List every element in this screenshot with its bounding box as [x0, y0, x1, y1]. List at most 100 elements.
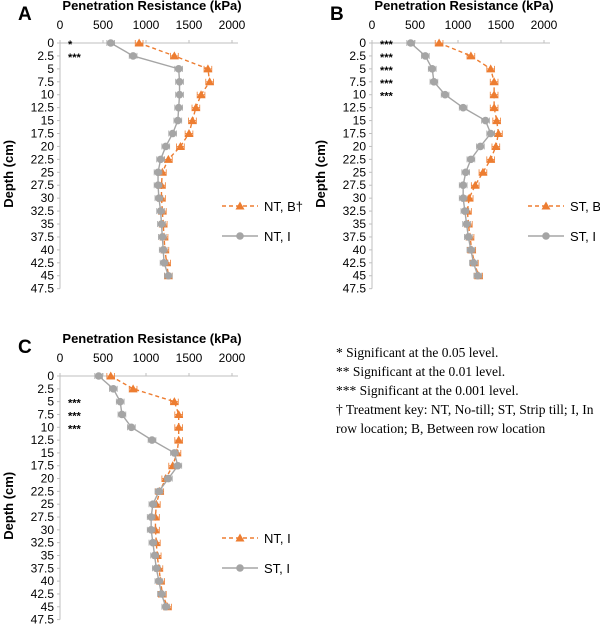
y-tick-label: 32.5: [31, 204, 55, 218]
significance-mark: ***: [380, 78, 394, 90]
y-tick-label: 17.5: [31, 127, 55, 141]
y-tick-label: 22.5: [31, 484, 55, 498]
y-tick-label: 2.5: [37, 382, 54, 396]
y-tick-label: 17.5: [343, 127, 367, 141]
y-tick-label: 27.5: [31, 178, 55, 192]
data-point: [175, 141, 185, 150]
legend-label: NT, B†: [264, 199, 303, 214]
y-tick-label: 12.5: [343, 101, 367, 115]
y-tick-label: 32.5: [31, 536, 55, 550]
data-point: [406, 39, 415, 47]
data-point: [94, 372, 103, 380]
series-line: [410, 42, 492, 276]
data-point: [147, 513, 155, 521]
data-point: [174, 422, 184, 431]
legend-marker: [235, 201, 245, 210]
data-point: [469, 259, 478, 267]
legend-label: ST, I: [264, 561, 290, 576]
y-tick-label: 20: [41, 139, 55, 153]
data-point: [466, 51, 476, 60]
data-point: [184, 129, 194, 138]
data-point: [163, 154, 173, 163]
data-point: [486, 154, 496, 163]
data-point: [205, 77, 215, 86]
data-point: [203, 64, 213, 73]
y-tick-label: 2.5: [349, 49, 366, 63]
data-point: [187, 116, 197, 125]
chart-panel-c: C Penetration Resistance (kPa)0 500 1000 150…: [1, 331, 291, 627]
footnotes: * Significant at the 0.05 level. ** Sign…: [336, 343, 596, 438]
footnote-1: * Significant at the 0.05 level.: [336, 345, 499, 360]
data-point: [459, 181, 467, 190]
data-point: [106, 371, 116, 380]
x-tick-label: 500: [405, 18, 425, 32]
data-point: [129, 52, 137, 60]
y-axis-title: Depth (cm): [313, 140, 328, 208]
y-tick-label: 27.5: [343, 178, 367, 192]
y-axis-title: Depth (cm): [1, 140, 16, 208]
data-point: [473, 271, 482, 280]
chart-panel-b: B Penetration Resistance (kPa)0 500 1000 150…: [313, 0, 600, 296]
significance-mark: *: [68, 39, 73, 51]
y-tick-label: 22.5: [31, 152, 55, 166]
data-point: [147, 526, 155, 534]
data-point: [175, 90, 184, 99]
data-point: [164, 271, 173, 280]
data-point: [191, 103, 201, 112]
data-point: [470, 180, 480, 189]
y-tick-label: 40: [41, 243, 55, 257]
legend-marker: [236, 232, 244, 240]
x-tick-label: 2000: [219, 351, 246, 365]
x-tick-label: 1500: [488, 18, 515, 32]
data-point: [161, 602, 170, 611]
data-point: [459, 194, 467, 202]
data-point: [106, 39, 115, 47]
y-tick-label: 20: [353, 139, 367, 153]
data-point: [155, 194, 163, 202]
data-point: [476, 142, 485, 151]
y-tick-label: 2.5: [37, 49, 54, 63]
series-1: [94, 372, 183, 611]
x-tick-label: 2000: [219, 18, 246, 32]
data-point: [174, 435, 184, 444]
y-tick-label: 35: [41, 217, 55, 231]
y-tick-label: 17.5: [31, 459, 55, 473]
y-tick-label: 5: [47, 395, 54, 409]
y-tick-label: 37.5: [31, 561, 55, 575]
data-point: [109, 385, 118, 393]
y-tick-label: 40: [41, 574, 55, 588]
significance-mark: ***: [68, 52, 82, 64]
y-tick-label: 25: [353, 165, 367, 179]
y-tick-label: 25: [41, 165, 55, 179]
data-point: [467, 155, 475, 164]
legend-label: NT, I: [264, 531, 291, 546]
y-tick-label: 12.5: [31, 433, 55, 447]
x-tick-label: 2000: [531, 18, 558, 32]
data-point: [481, 116, 490, 125]
y-tick-label: 37.5: [343, 230, 367, 244]
y-tick-label: 7.5: [37, 75, 54, 89]
y-tick-label: 30: [41, 191, 55, 205]
y-tick-label: 42.5: [31, 256, 55, 270]
data-point: [170, 449, 179, 457]
legend-label: ST, I: [570, 229, 596, 244]
data-point: [157, 220, 166, 228]
y-tick-label: 42.5: [31, 587, 55, 601]
data-point: [156, 155, 165, 164]
data-point: [491, 141, 501, 150]
x-tick-label: 1000: [133, 351, 160, 365]
data-point: [161, 142, 170, 151]
data-point: [154, 181, 162, 190]
data-point: [175, 77, 184, 86]
series-1: [406, 39, 495, 280]
footnote-2: ** Significant at the 0.01 level.: [336, 364, 506, 379]
significance-mark: ***: [68, 423, 82, 435]
legend-marker: [542, 232, 550, 240]
data-point: [478, 167, 488, 176]
data-point: [486, 64, 496, 73]
data-point: [174, 461, 182, 470]
y-tick-label: 30: [353, 191, 367, 205]
data-point: [421, 52, 430, 60]
data-point: [149, 500, 157, 509]
